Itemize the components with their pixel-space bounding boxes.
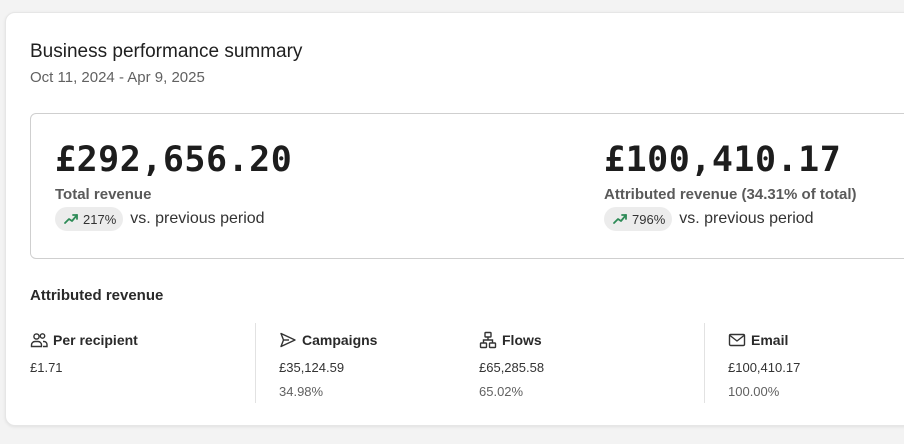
- flow-icon: [479, 331, 497, 349]
- metric-percent: 100.00%: [728, 384, 780, 399]
- attributed-revenue: £100,410.17 Attributed revenue (34.31% o…: [604, 138, 857, 231]
- attributed-revenue-label: Attributed revenue (34.31% of total): [604, 186, 857, 203]
- change-suffix: vs. previous period: [130, 210, 265, 227]
- attributed-revenue-value: £100,410.17: [604, 140, 842, 180]
- change-badge: 796%: [604, 207, 673, 231]
- total-revenue: £292,656.20 Total revenue 217% vs. previ…: [55, 138, 292, 231]
- metric-label: Email: [751, 332, 789, 348]
- change-suffix: vs. previous period: [679, 210, 814, 227]
- change-percent: 796%: [632, 211, 666, 227]
- attributed-revenue-change: 796% vs. previous period: [604, 207, 857, 231]
- metric-percent: 34.98%: [279, 384, 324, 399]
- attributed-section-title: Attributed revenue: [30, 287, 164, 304]
- metric-percent: 65.02%: [479, 384, 524, 399]
- total-revenue-label: Total revenue: [55, 186, 152, 203]
- metric-email: Email £100,410.17 100.00%: [704, 323, 800, 403]
- metric-value: £1.71: [30, 360, 63, 375]
- metric-flows: Flows £65,285.58 65.02%: [479, 323, 544, 403]
- trend-up-icon: [64, 214, 78, 224]
- total-revenue-value: £292,656.20: [55, 140, 293, 180]
- metric-value: £65,285.58: [479, 360, 545, 375]
- change-percent: 217%: [83, 211, 117, 227]
- metric-campaigns: Campaigns £35,124.59 34.98%: [255, 323, 377, 403]
- metric-label: Per recipient: [53, 332, 138, 348]
- metric-value: £35,124.59: [279, 360, 345, 375]
- revenue-panel: £292,656.20 Total revenue 217% vs. previ…: [30, 113, 904, 259]
- total-revenue-change: 217% vs. previous period: [55, 207, 292, 231]
- attributed-metrics: Per recipient £1.71 Campaigns £35,124.59…: [30, 323, 904, 403]
- people-icon: [30, 333, 48, 348]
- metric-value: £100,410.17: [728, 360, 801, 375]
- date-range: Oct 11, 2024 - Apr 9, 2025: [30, 69, 205, 86]
- trend-up-icon: [613, 214, 627, 224]
- performance-summary-card: Business performance summary Oct 11, 202…: [5, 12, 904, 426]
- metric-label: Campaigns: [302, 332, 378, 348]
- metric-label: Flows: [502, 332, 542, 348]
- send-icon: [280, 332, 296, 348]
- mail-icon: [728, 333, 746, 347]
- metric-per-recipient: Per recipient £1.71: [30, 323, 138, 403]
- page-title: Business performance summary: [30, 41, 303, 62]
- change-badge: 217%: [55, 207, 124, 231]
- divider: [704, 323, 705, 403]
- divider: [255, 323, 256, 403]
